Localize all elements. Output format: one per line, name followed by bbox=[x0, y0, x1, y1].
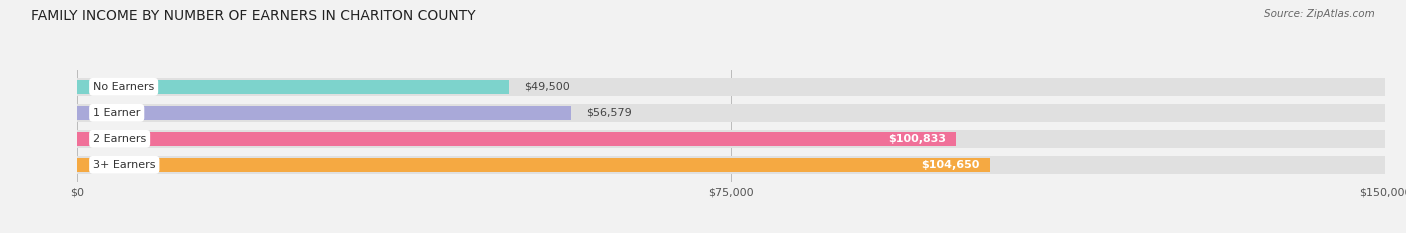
Text: FAMILY INCOME BY NUMBER OF EARNERS IN CHARITON COUNTY: FAMILY INCOME BY NUMBER OF EARNERS IN CH… bbox=[31, 9, 475, 23]
Bar bbox=[77, 132, 956, 146]
Text: $56,579: $56,579 bbox=[586, 108, 631, 118]
Bar bbox=[77, 130, 1385, 148]
Text: No Earners: No Earners bbox=[93, 82, 155, 92]
Text: $100,833: $100,833 bbox=[887, 134, 946, 144]
Text: 3+ Earners: 3+ Earners bbox=[93, 160, 156, 170]
Bar bbox=[77, 106, 571, 120]
Text: $104,650: $104,650 bbox=[921, 160, 979, 170]
Text: $49,500: $49,500 bbox=[524, 82, 571, 92]
Bar bbox=[77, 104, 1385, 122]
Bar bbox=[77, 78, 1385, 96]
Text: Source: ZipAtlas.com: Source: ZipAtlas.com bbox=[1264, 9, 1375, 19]
Text: 1 Earner: 1 Earner bbox=[93, 108, 141, 118]
Bar bbox=[77, 156, 1385, 174]
Text: 2 Earners: 2 Earners bbox=[93, 134, 146, 144]
Bar bbox=[77, 158, 990, 171]
Bar bbox=[77, 80, 509, 94]
